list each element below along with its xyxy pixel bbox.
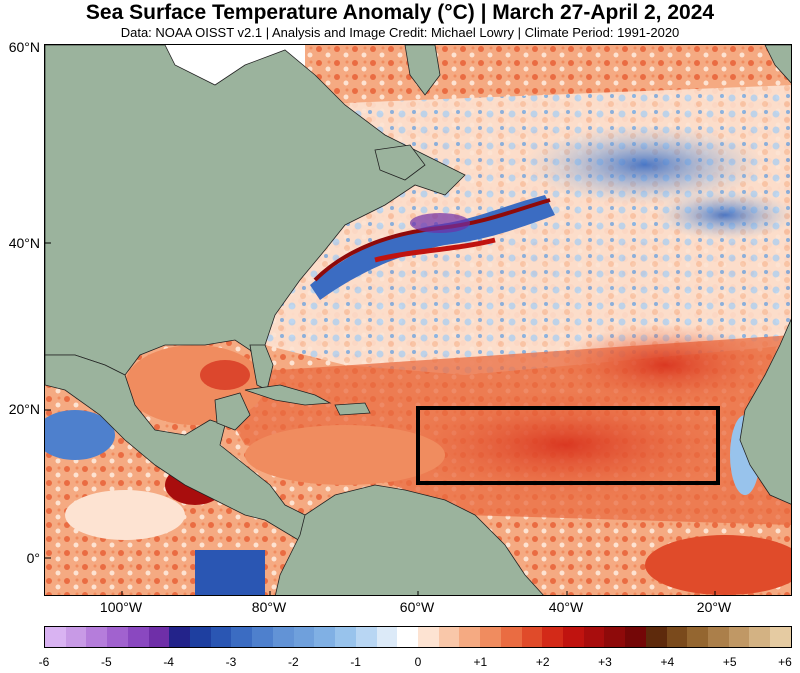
colorbar-swatch: [521, 627, 543, 647]
colorbar-swatch: [252, 627, 273, 647]
colorbar-swatch: [604, 627, 626, 647]
colorbar-tick-label: +3: [598, 655, 612, 669]
colorbar-swatch: [417, 627, 439, 647]
colorbar-swatch: [625, 627, 646, 647]
lat-label-20n: 20°N: [8, 401, 40, 417]
lon-label-40w: 40°W: [548, 599, 584, 615]
colorbar-swatch: [231, 627, 253, 647]
colorbar-tick-label: -2: [287, 655, 299, 669]
colorbar-swatch: [45, 627, 66, 647]
colorbar-swatch: [314, 627, 336, 647]
colorbar-swatch: [645, 627, 667, 647]
colorbar-swatch: [86, 627, 108, 647]
colorbar-swatch: [562, 627, 584, 647]
colorbar-swatch: [355, 627, 377, 647]
lat-label-0: 0°: [26, 550, 40, 566]
colorbar: [44, 626, 792, 648]
colorbar-swatch: [65, 627, 87, 647]
colorbar-tick-label: -1: [350, 655, 361, 669]
colorbar-swatch: [438, 627, 460, 647]
colorbar-swatch: [770, 627, 791, 647]
colorbar-swatch: [749, 627, 771, 647]
colorbar-tick-label: +4: [660, 655, 675, 669]
colorbar-swatch: [293, 627, 315, 647]
colorbar-swatch: [728, 627, 750, 647]
lon-label-100w: 100°W: [99, 599, 143, 615]
lon-label-60w: 60°W: [399, 599, 435, 615]
colorbar-swatch: [459, 627, 481, 647]
graticule-ticks: [45, 242, 716, 595]
sst-anomaly-map: [44, 44, 792, 596]
colorbar-swatch: [335, 627, 356, 647]
colorbar-swatch: [480, 627, 501, 647]
colorbar-swatch: [190, 627, 211, 647]
colorbar-swatch: [127, 627, 149, 647]
colorbar-swatch: [272, 627, 294, 647]
colorbar-swatch: [107, 627, 128, 647]
lat-label-60n: 60°N: [8, 39, 40, 55]
lon-label-80w: 80°W: [251, 599, 287, 615]
map-title: Sea Surface Temperature Anomaly (°C) | M…: [85, 1, 715, 24]
colorbar-tick-label: +1: [473, 655, 488, 669]
colorbar-swatch: [210, 627, 232, 647]
colorbar-swatch: [583, 627, 605, 647]
highlight-box: [416, 406, 720, 485]
colorbar-tick-label: -4: [163, 655, 174, 669]
colorbar-swatch: [500, 627, 522, 647]
colorbar-tick-label: -3: [225, 655, 237, 669]
colorbar-tick-label: +5: [722, 655, 737, 669]
map-subtitle: Data: NOAA OISST v2.1 | Analysis and Ima…: [120, 25, 680, 40]
colorbar-swatch: [708, 627, 729, 647]
colorbar-swatch: [542, 627, 563, 647]
colorbar-tick-label: +2: [535, 655, 550, 669]
colorbar-swatch: [376, 627, 398, 647]
colorbar-swatch: [148, 627, 170, 647]
colorbar-swatch: [169, 627, 191, 647]
lat-label-40n: 40°N: [8, 235, 40, 251]
colorbar-tick-label: +6: [778, 655, 792, 669]
colorbar-swatch: [397, 627, 418, 647]
colorbar-swatch: [666, 627, 688, 647]
colorbar-tick-label: 0: [414, 655, 422, 669]
colorbar-swatch: [687, 627, 708, 647]
colorbar-tick-label: -5: [100, 655, 112, 669]
lon-label-20w: 20°W: [696, 599, 732, 615]
land-masses: [45, 45, 791, 595]
colorbar-tick-label: -6: [38, 655, 50, 669]
